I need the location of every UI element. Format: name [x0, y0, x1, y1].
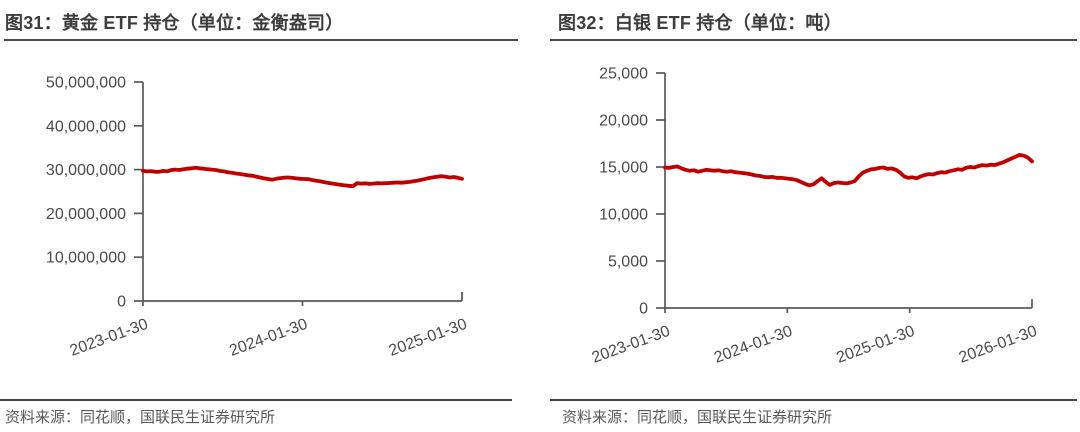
y-tick-label: 0 — [639, 301, 648, 318]
x-tick-label: 2025-01-30 — [387, 316, 470, 360]
y-tick-label: 5,000 — [608, 254, 648, 271]
source-separator — [550, 399, 1077, 401]
x-tick-label: 2023-01-30 — [590, 323, 673, 367]
y-tick-label: 30,000,000 — [46, 162, 126, 179]
title-underline — [550, 39, 1077, 41]
y-tick-label: 20,000 — [599, 113, 648, 130]
y-tick-label: 40,000,000 — [46, 118, 126, 135]
series-line — [141, 165, 464, 189]
figure-title: 图31：黄金 ETF 持仓（单位：金衡盎司） — [5, 13, 344, 33]
y-tick-label: 15,000 — [599, 160, 648, 177]
x-tick-label: 2024-01-30 — [712, 323, 795, 367]
chart-0: 0 10,000,000 20,000,000 30,000,000 40,000,00… — [46, 75, 470, 360]
y-tick-label: 10,000,000 — [46, 250, 126, 267]
chart-1: 0 5,000 10,000 15,000 20,000 25,000 2023-01-30… — [590, 66, 1040, 367]
series-line — [663, 152, 1034, 188]
figure-title: 图32：白银 ETF 持仓（单位：吨） — [558, 13, 842, 33]
y-tick-label: 20,000,000 — [46, 206, 126, 223]
y-tick-label: 10,000 — [599, 207, 648, 224]
source-text: 资料来源：同花顺，国联民生证券研究所 — [562, 409, 833, 426]
x-tick-label: 2023-01-30 — [68, 316, 151, 360]
y-tick-label: 0 — [117, 294, 126, 311]
x-tick-label: 2026-01-30 — [957, 323, 1040, 367]
y-tick-label: 25,000 — [599, 66, 648, 83]
x-tick-label: 2024-01-30 — [227, 316, 310, 360]
x-tick-label: 2025-01-30 — [834, 323, 917, 367]
title-underline — [4, 39, 518, 41]
source-separator — [0, 399, 512, 401]
source-text: 资料来源：同花顺，国联民生证券研究所 — [5, 409, 276, 426]
y-tick-label: 50,000,000 — [46, 75, 126, 92]
